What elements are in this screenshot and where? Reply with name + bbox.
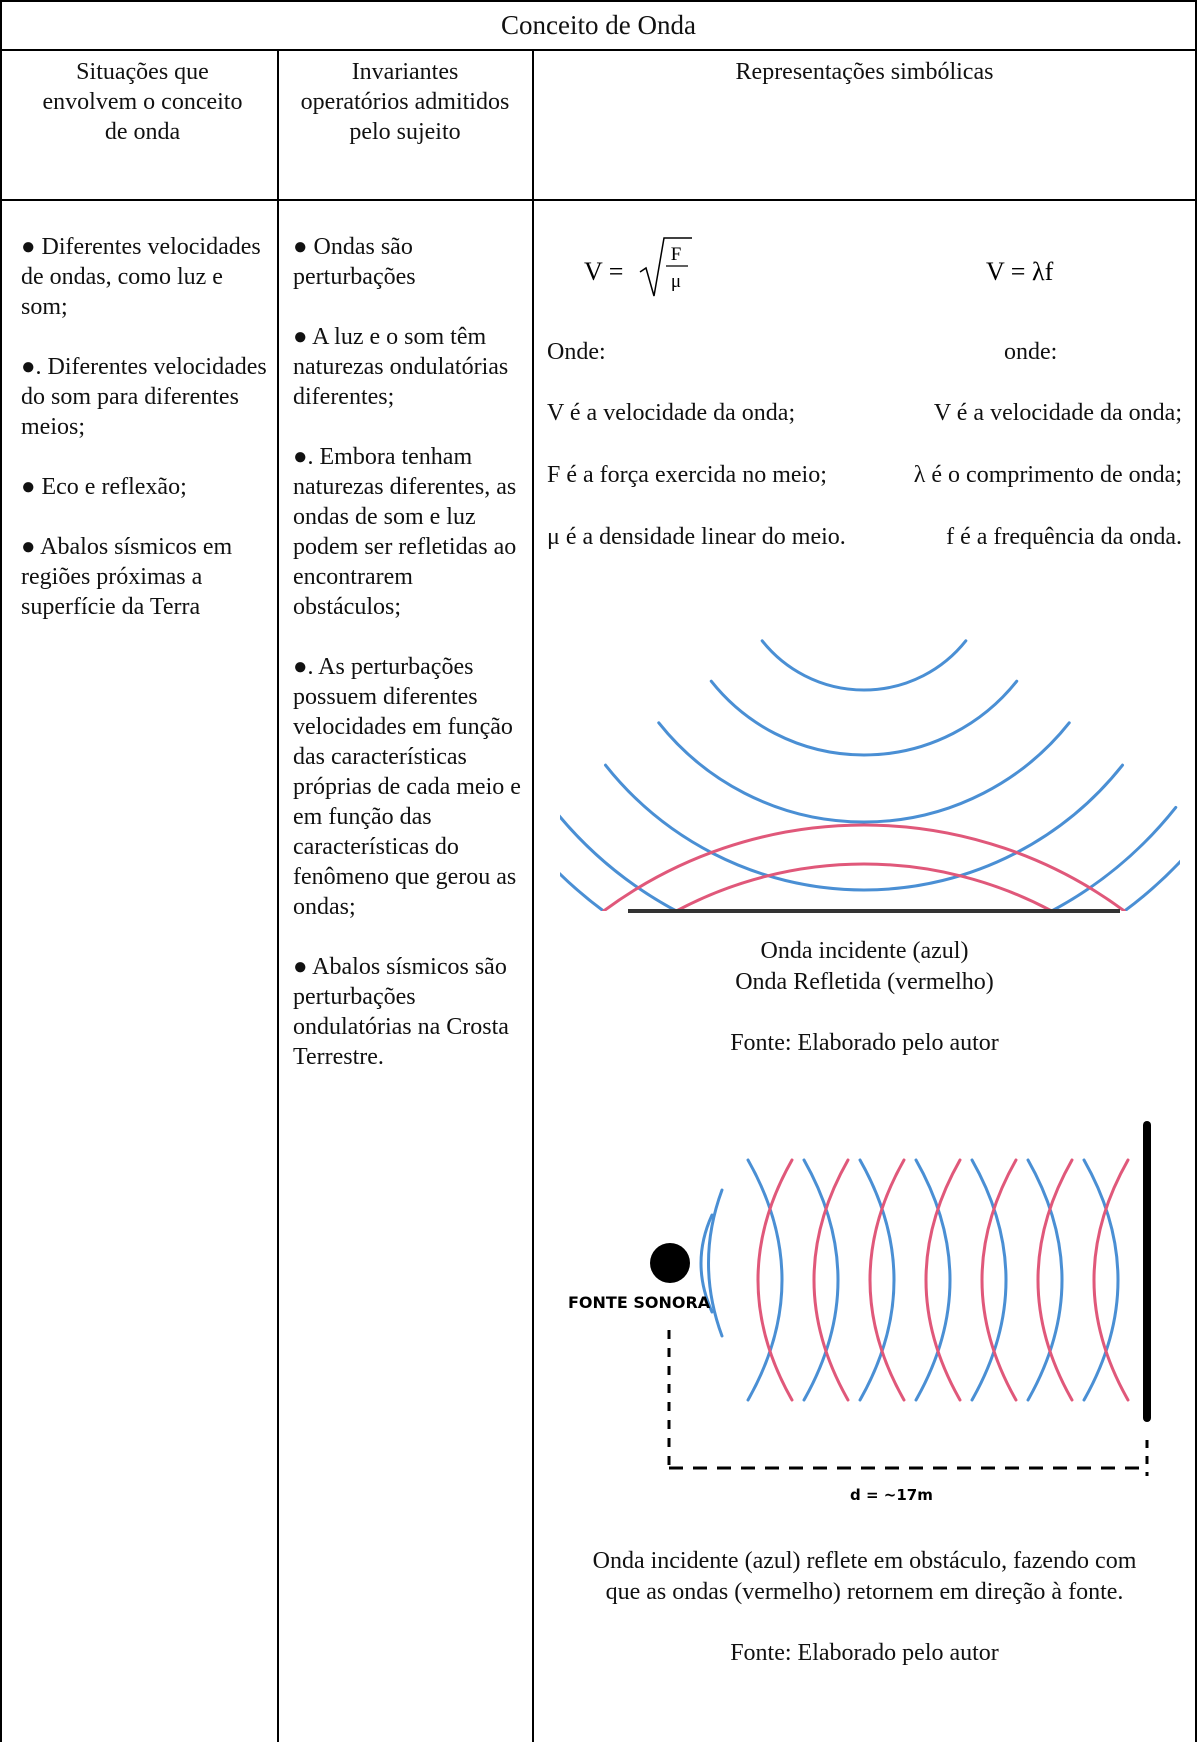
formula: V = λf xyxy=(986,257,1054,286)
wave-line xyxy=(1084,1160,1118,1400)
formula-denominator: μ xyxy=(671,271,681,292)
wave-line xyxy=(982,1160,1016,1400)
source-label: FONTE SONORA xyxy=(568,1293,711,1312)
wave-line xyxy=(711,681,1016,755)
wave-line xyxy=(1038,1160,1072,1400)
figures: V = F μ V = λf FONTE SONORA d = ~17m xyxy=(0,0,1197,1742)
wave-line xyxy=(676,864,1051,911)
wave-line xyxy=(604,825,1125,911)
wave-line xyxy=(1094,1160,1128,1400)
wave-line xyxy=(814,1160,848,1400)
wave-line xyxy=(659,723,1069,822)
wave-line xyxy=(762,641,966,690)
wave-line xyxy=(1028,1160,1062,1400)
wave-line xyxy=(748,1160,782,1400)
wave-line xyxy=(926,1160,960,1400)
wave-line xyxy=(804,1160,838,1400)
wave-line xyxy=(870,1160,904,1400)
page: Conceito de Onda Situações que envolvem … xyxy=(0,0,1197,1742)
wave-line xyxy=(916,1160,950,1400)
radical xyxy=(640,238,692,296)
wave-line xyxy=(758,1160,792,1400)
wave-line xyxy=(522,832,1197,997)
wave-line xyxy=(606,765,1123,890)
formula-numerator: F xyxy=(671,244,682,265)
formula-lhs: V = xyxy=(584,257,623,286)
wave-figure xyxy=(522,641,1197,997)
wave-line xyxy=(972,1160,1006,1400)
echo-figure xyxy=(701,1160,1128,1400)
wave-line xyxy=(709,1190,723,1336)
sound-source xyxy=(650,1243,690,1283)
distance-label: d = ~17m xyxy=(850,1486,933,1504)
wave-line xyxy=(860,1160,894,1400)
